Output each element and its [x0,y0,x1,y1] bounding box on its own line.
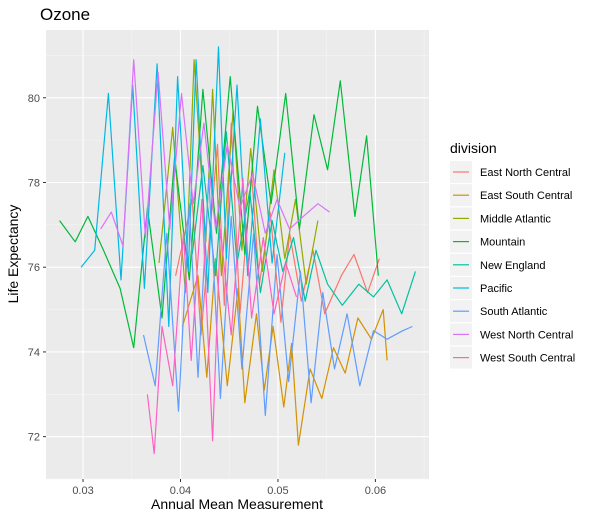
legend-label: Mountain [480,237,525,249]
legend-label: South Atlantic [480,306,548,318]
x-tick-label: 0.06 [365,485,386,497]
legend-title: division [450,140,497,156]
legend-label: New England [480,260,545,272]
legend-label: West North Central [480,329,573,341]
axis-ticks [43,97,376,482]
chart-title: Ozone [40,5,90,24]
series-line [146,177,298,455]
x-tick-label: 0.05 [267,485,288,497]
legend-label: East South Central [480,190,572,202]
series-line [175,122,380,336]
y-tick-label: 74 [28,347,40,359]
y-tick-label: 76 [28,262,40,274]
legend: East North Central East South Central Midd… [450,161,575,369]
legend-label: Middle Atlantic [480,213,551,225]
series-lines [59,46,416,455]
x-tick-label: 0.04 [170,485,191,497]
y-tick-label: 80 [28,93,40,105]
series-line [181,258,388,446]
y-axis-title: Life Expectancy [5,205,21,304]
series-line [80,46,286,328]
series-line [191,131,416,315]
y-tick-label: 72 [28,432,40,444]
legend-label: Pacific [480,283,513,295]
legend-label: West South Central [480,353,575,365]
series-line [100,59,330,247]
x-axis-title: Annual Mean Measurement [151,496,323,512]
tick-labels: 0.03 0.04 0.05 0.06 72 74 76 78 80 [28,93,386,497]
y-tick-label: 78 [28,177,40,189]
series-line [59,75,379,349]
legend-label: East North Central [480,167,570,179]
series-line [142,177,413,417]
x-tick-label: 0.03 [72,485,93,497]
